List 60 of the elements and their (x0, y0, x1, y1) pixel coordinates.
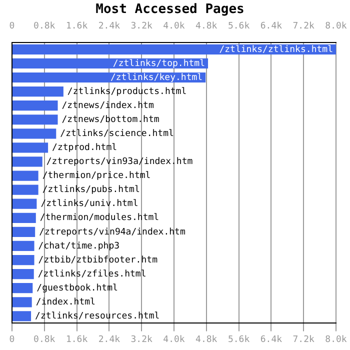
y-tick-label: /ztprod.html (52, 143, 118, 154)
y-tick-label: /ztnews/index.htm (62, 100, 154, 111)
x-tick-label: 0.8k (34, 21, 56, 32)
bar (12, 184, 38, 195)
bar (12, 311, 32, 322)
y-tick-label: /ztlinks/science.html (60, 129, 174, 140)
x-tick-label: 4.8k (196, 21, 218, 32)
bar (12, 142, 48, 153)
bar (12, 254, 34, 266)
y-tick-label: /ztreports/vin93a/index.htm (46, 157, 193, 168)
bar (12, 283, 33, 294)
bar (12, 240, 34, 252)
bar (12, 198, 37, 209)
y-tick-label: /thermion/modules.html (40, 213, 160, 224)
y-tick-label: /thermion/price.html (42, 171, 151, 182)
y-tick-label: /ztreports/vin94a/index.htm (39, 227, 186, 238)
x-tick-label: 0 (9, 21, 15, 32)
y-tick-label: /index.html (36, 297, 96, 308)
x2-tick-label: 5.6k (228, 334, 250, 345)
chart-title: Most Accessed Pages (96, 2, 244, 18)
x2-tick-label: 2.4k (98, 334, 121, 345)
bar (12, 156, 42, 167)
y-tick-label: /ztnews/bottom.htm (62, 114, 160, 125)
bar (12, 128, 56, 139)
bar (12, 86, 64, 97)
y-tick-label: /ztlinks/ztlinks.html (219, 44, 333, 55)
x2-tick-label: 4.0k (163, 334, 186, 345)
x2-tick-label: 7.2k (292, 334, 316, 345)
x2-tick-label: 6.4k (260, 334, 283, 345)
bar (12, 170, 38, 181)
y-tick-label: /ztlinks/resources.html (35, 312, 160, 322)
bar (12, 114, 58, 125)
x2-tick-label: 4.8k (196, 334, 218, 345)
x2-tick-label: 0.8k (34, 334, 56, 345)
bar (12, 100, 58, 111)
bar (12, 297, 32, 308)
x-tick-label: 6.4k (260, 21, 283, 32)
x2-tick-label: 1.6k (66, 334, 88, 345)
bar (12, 212, 36, 223)
x2-tick-label: 3.2k (130, 334, 154, 345)
x-tick-label: 1.6k (66, 21, 88, 32)
x-tick-label: 4.0k (163, 21, 186, 32)
y-tick-label: /ztlinks/products.html (67, 86, 187, 97)
x-tick-label: 3.2k (130, 21, 154, 32)
y-tick-label: /ztlinks/key.html (110, 72, 203, 83)
y-tick-label: /chat/time.php3 (38, 241, 120, 252)
bar (12, 269, 34, 280)
x2-tick-label: 8.0k (325, 334, 348, 345)
x-tick-label: 7.2k (292, 21, 316, 32)
y-tick-label: /ztlinks/top.html (112, 58, 206, 69)
x-tick-label: 8.0k (325, 21, 348, 32)
x-tick-label: 2.4k (98, 21, 121, 32)
x-tick-label: 5.6k (228, 21, 250, 32)
y-tick-label: /ztlinks/zfiles.html (38, 269, 146, 280)
x2-tick-label: 0 (9, 334, 15, 345)
y-tick-label: /ztlinks/univ.html (40, 199, 138, 210)
y-tick-label: /ztlinks/pubs.html (42, 185, 140, 196)
y-tick-label: /guestbook.html (36, 283, 118, 294)
bar (12, 226, 36, 237)
y-tick-label: /ztbib/ztbibfooter.htm (38, 255, 158, 266)
